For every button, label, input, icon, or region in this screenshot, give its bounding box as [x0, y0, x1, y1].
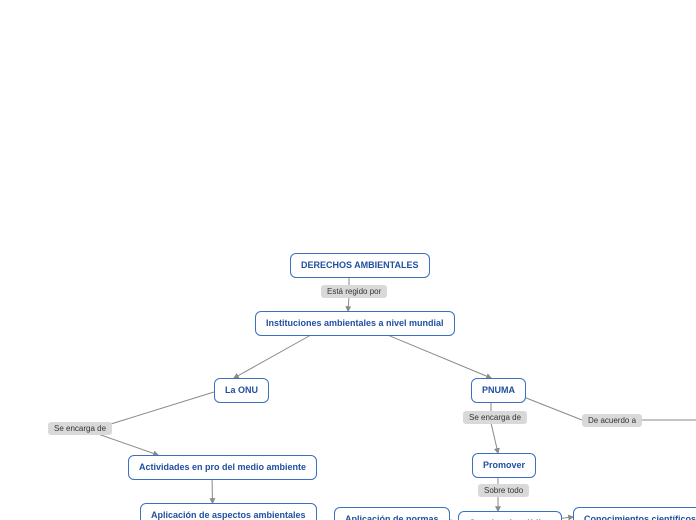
node-onu[interactable]: La ONU	[214, 378, 269, 403]
edge-label-encarga1: Se encarga de	[48, 422, 112, 435]
node-pnuma[interactable]: PNUMA	[471, 378, 526, 403]
node-conoc[interactable]: Conocimientos científicos	[573, 507, 696, 520]
edge-label-sobretodo: Sobre todo	[478, 484, 529, 497]
node-activ[interactable]: Actividades en pro del medio ambiente	[128, 455, 317, 480]
node-conc[interactable]: Conciencia pública	[458, 511, 562, 520]
edge-label-regido: Está regido por	[321, 285, 387, 298]
edge-label-deacuerdo: De acuerdo a	[582, 414, 642, 427]
node-inst[interactable]: Instituciones ambientales a nivel mundia…	[255, 311, 455, 336]
node-aplic_asp[interactable]: Aplicación de aspectos ambientales	[140, 503, 317, 520]
node-aplic_norm[interactable]: Aplicación de normas	[334, 507, 450, 520]
edge-label-encarga2: Se encarga de	[463, 411, 527, 424]
node-root[interactable]: DERECHOS AMBIENTALES	[290, 253, 430, 278]
node-promover[interactable]: Promover	[472, 453, 536, 478]
